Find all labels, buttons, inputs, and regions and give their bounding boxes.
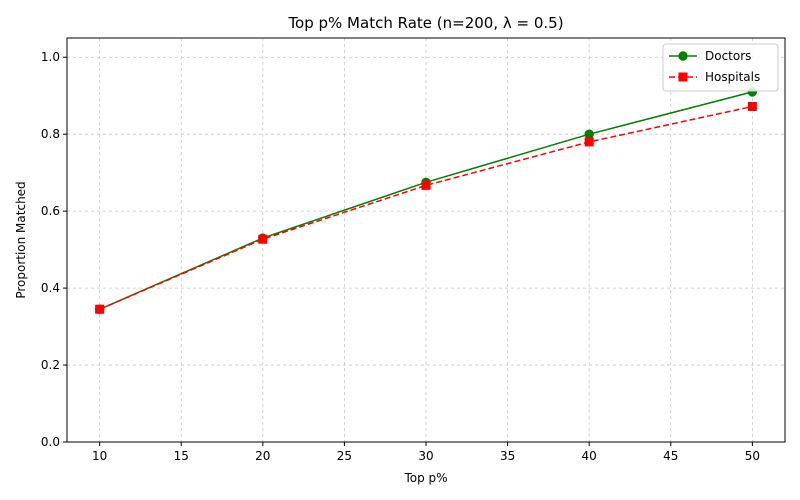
x-tick-label: 30	[418, 449, 433, 463]
data-point-hospitals	[747, 101, 757, 111]
chart-title: Top p% Match Rate (n=200, λ = 0.5)	[287, 14, 563, 32]
data-point-hospitals	[95, 304, 105, 314]
data-point-hospitals	[258, 234, 268, 244]
data-point-hospitals	[584, 137, 594, 147]
y-tick-label: 0.0	[41, 435, 60, 449]
x-axis-label: Top p%	[403, 471, 447, 485]
legend-marker-hospitals	[678, 72, 688, 82]
data-point-doctors	[584, 129, 594, 139]
legend-label-doctors: Doctors	[705, 49, 751, 63]
x-axis: 10 15 20 25 30 35 40 45 50	[92, 442, 760, 463]
y-tick-label: 0.6	[41, 204, 60, 218]
grid-lines	[67, 38, 785, 443]
data-point-hospitals	[421, 180, 431, 190]
x-tick-label: 10	[92, 449, 107, 463]
y-tick-label: 0.8	[41, 127, 60, 141]
legend: Doctors Hospitals	[662, 43, 779, 92]
x-tick-label: 25	[337, 449, 352, 463]
series-line-hospitals	[99, 105, 753, 310]
legend-label-hospitals: Hospitals	[705, 70, 760, 84]
y-tick-label: 0.2	[41, 358, 60, 372]
series-layer	[94, 87, 758, 314]
x-tick-label: 15	[174, 449, 189, 463]
series-hospitals	[95, 101, 757, 314]
x-tick-label: 50	[745, 449, 760, 463]
x-tick-label: 45	[663, 449, 678, 463]
y-tick-label: 0.4	[41, 281, 60, 295]
x-tick-label: 20	[255, 449, 270, 463]
legend-marker-doctors	[678, 51, 688, 61]
y-axis-label: Proportion Matched	[14, 181, 28, 298]
x-tick-label: 35	[500, 449, 515, 463]
legend-item-doctors: Doctors	[669, 49, 751, 63]
x-tick-label: 40	[582, 449, 597, 463]
y-axis: 0.0 0.2 0.4 0.6 0.8 1.0	[41, 50, 67, 449]
y-tick-label: 1.0	[41, 50, 60, 64]
legend-item-hospitals: Hospitals	[669, 70, 760, 84]
